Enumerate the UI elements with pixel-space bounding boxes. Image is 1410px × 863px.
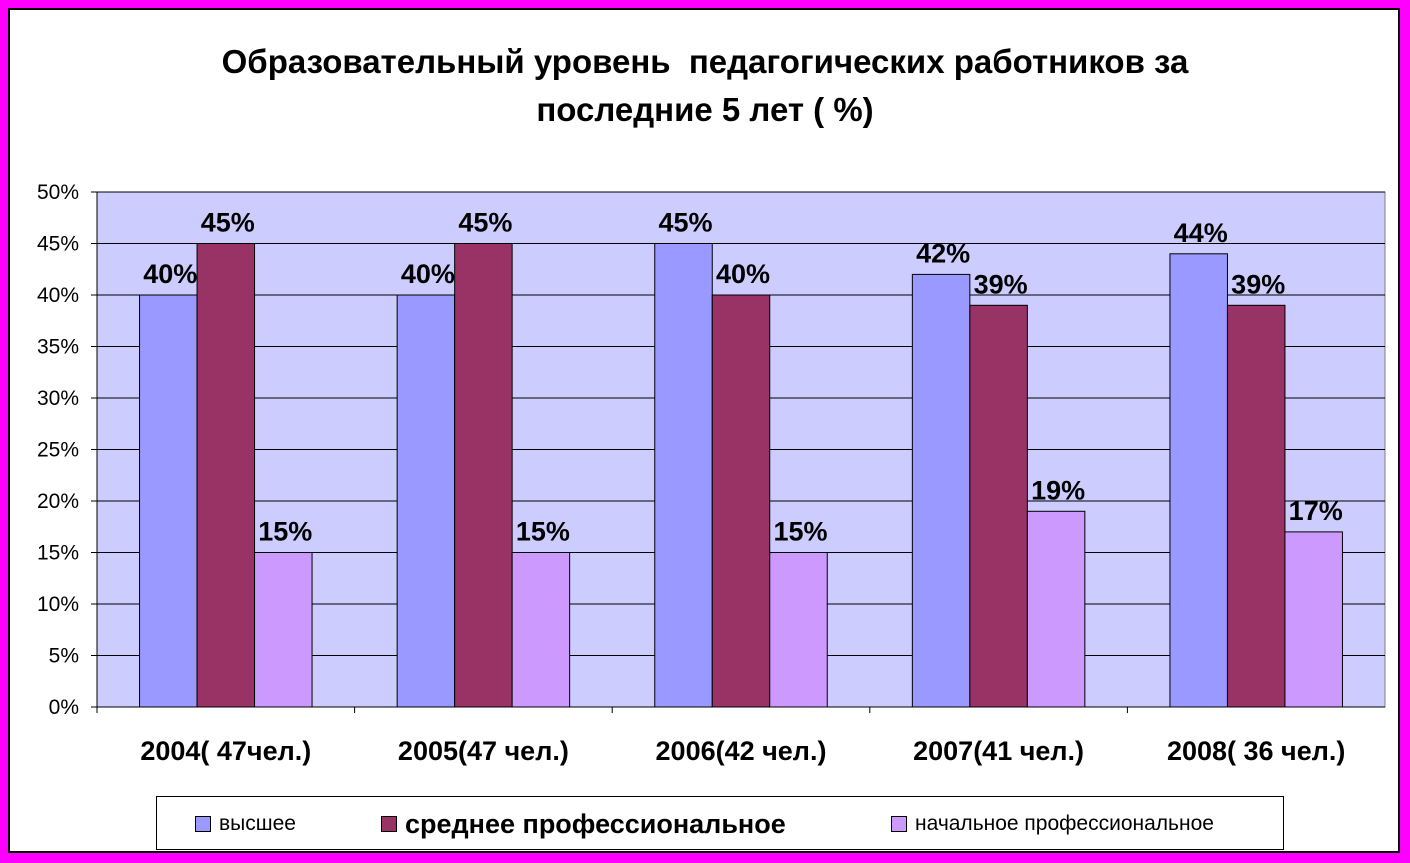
- y-tick-label: 20%: [37, 490, 79, 513]
- data-label: 40%: [143, 259, 197, 289]
- data-label: 42%: [916, 238, 970, 268]
- y-tick-label: 35%: [37, 336, 79, 359]
- bar: [654, 243, 713, 708]
- legend: высшее среднее профессиональное начально…: [156, 796, 1284, 850]
- y-tick-label: 25%: [37, 439, 79, 462]
- data-label: 15%: [516, 517, 570, 547]
- data-label: 17%: [1289, 496, 1343, 526]
- legend-swatch-secondary: [381, 816, 397, 832]
- legend-swatch-higher: [195, 816, 211, 832]
- legend-label-primary: начальное профессиональное: [915, 812, 1214, 835]
- data-label: 45%: [458, 208, 512, 238]
- bar: [911, 273, 971, 708]
- y-tick-label: 15%: [37, 542, 79, 565]
- y-tick-label: 10%: [37, 593, 79, 616]
- bar: [969, 304, 1028, 708]
- y-tick-label: 30%: [37, 387, 79, 410]
- data-label: 19%: [1031, 475, 1085, 505]
- bar: [254, 552, 313, 708]
- bar: [1226, 304, 1286, 708]
- legend-item-secondary: среднее профессиональное: [381, 797, 786, 851]
- bar: [1284, 531, 1343, 708]
- legend-swatch-primary: [891, 816, 907, 832]
- legend-item-higher: высшее: [195, 797, 296, 851]
- x-category-label: 2005(47 чел.): [398, 736, 569, 766]
- chart-title-line-2: последние 5 лет ( %): [536, 91, 874, 128]
- data-label: 15%: [258, 517, 312, 547]
- data-label: 45%: [201, 208, 255, 238]
- x-category-label: 2006(42 чел.): [656, 736, 827, 766]
- bar: [769, 552, 828, 708]
- bar: [1026, 510, 1086, 708]
- data-label: 15%: [773, 517, 827, 547]
- bar: [196, 243, 256, 708]
- bar: [511, 552, 571, 708]
- y-tick-label: 40%: [37, 284, 79, 307]
- data-label: 39%: [974, 269, 1028, 299]
- y-tick-label: 45%: [37, 233, 79, 256]
- bar: [139, 294, 198, 708]
- data-label: 40%: [401, 259, 455, 289]
- chart-title-line-1: Образовательный уровень педагогических р…: [221, 43, 1189, 80]
- y-tick-label: 50%: [37, 181, 79, 204]
- y-tick-label: 5%: [49, 645, 79, 668]
- bar: [454, 243, 513, 708]
- bar: [1169, 253, 1228, 708]
- chart-title: Образовательный уровень педагогических р…: [0, 38, 1410, 134]
- data-label: 40%: [716, 259, 770, 289]
- legend-label-secondary: среднее профессиональное: [405, 808, 786, 839]
- y-tick-label: 0%: [49, 696, 79, 719]
- bar: [396, 294, 456, 708]
- x-category-label: 2004( 47чел.): [140, 736, 311, 766]
- data-label: 44%: [1174, 218, 1228, 248]
- bar: [711, 294, 771, 708]
- x-category-label: 2008( 36 чел.): [1167, 736, 1345, 766]
- data-label: 39%: [1231, 269, 1285, 299]
- legend-item-primary: начальное профессиональное: [891, 797, 1214, 851]
- x-category-label: 2007(41 чел.): [913, 736, 1084, 766]
- legend-label-higher: высшее: [219, 812, 296, 835]
- data-label: 45%: [658, 208, 712, 238]
